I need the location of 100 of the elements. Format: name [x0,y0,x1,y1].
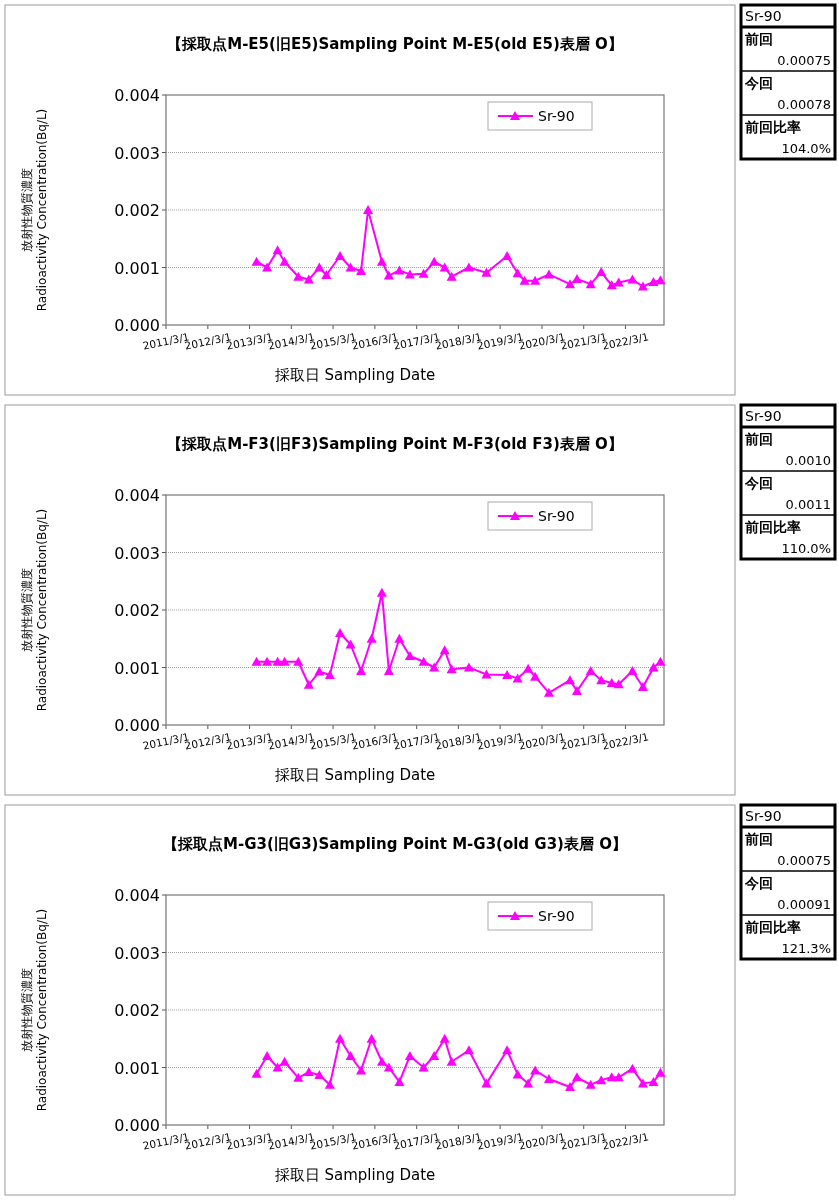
point [376,256,387,266]
point [272,245,283,255]
text: 前回比率 [744,519,801,535]
point [613,679,624,689]
point [655,656,666,666]
text: 前回比率 [744,919,801,935]
point [262,1051,273,1060]
x-axis-title: 採取日 Sampling Date [274,366,436,384]
point [429,256,440,266]
legend-label: Sr-90 [538,108,575,124]
x-axis-title: 採取日 Sampling Date [274,766,436,784]
y-tick-label: 0.004 [114,886,160,905]
point [502,1045,513,1055]
point [404,1051,415,1060]
y-tick-label: 0.002 [114,601,160,620]
point [565,1082,575,1092]
y-tick-label: 0.001 [114,258,160,278]
point [512,1069,523,1079]
point [585,665,596,675]
text: 104.0% [781,141,831,156]
point [543,1074,554,1083]
text: 121.3% [781,941,831,956]
point [648,276,659,286]
point [394,265,405,275]
chart-title: 【採取点M-F3(旧F3)Sampling Point M-F3(old F3)表層 O】 [167,435,623,453]
point [356,265,367,275]
point [293,656,304,666]
point [446,664,457,674]
point [637,281,648,291]
text: 前回比率 [744,119,801,135]
legend-label: Sr-90 [538,508,575,524]
point [314,262,325,272]
point [376,1056,387,1066]
point [376,587,387,597]
point [627,274,638,284]
point [439,1033,450,1043]
point [418,1062,429,1072]
y-tick-label: 0.003 [114,143,160,163]
text: 0.00075 [777,853,831,868]
y-tick-label: 0.000 [114,316,160,335]
point [279,1056,290,1066]
point [335,1033,346,1043]
point [571,1072,582,1082]
point [335,251,346,260]
y-tick-label: 0.003 [114,943,160,963]
point [251,1068,262,1078]
point [446,1056,457,1066]
point [272,1062,283,1072]
point [251,656,262,666]
text: 0.0011 [785,497,831,512]
point [279,256,290,266]
point [303,679,314,689]
point [356,1065,367,1075]
point [293,271,304,281]
y-axis-title: 放射性物質濃度 Radioactivity Concentration(Bq/L) [20,508,49,712]
text: 前回 [744,31,773,47]
point [335,628,346,637]
chart-title: 【採取点M-E5(旧E5)Sampling Point M-E5(old E5)表層 O】 [167,35,623,53]
y-tick-label: 0.000 [114,716,160,735]
point [463,1045,474,1055]
y-axis-title: 放射性物質濃度 Radioactivity Concentration(Bq/L) [20,908,49,1112]
point [366,633,377,643]
point [463,662,474,672]
point [251,256,262,266]
point [439,262,450,272]
point [356,665,367,675]
point [404,269,415,279]
point [418,268,429,278]
point [262,656,273,666]
point [655,1067,666,1077]
x-axis-title: 採取日 Sampling Date [274,1166,436,1184]
point [262,262,273,272]
point [512,268,523,278]
point [429,662,440,672]
legend-label: Sr-90 [538,908,575,924]
text: Sr-90 [745,808,782,824]
point [565,279,575,289]
text: 0.00075 [777,53,831,68]
text: Sr-90 [745,408,782,424]
text: 0.00091 [777,897,831,912]
point [637,682,648,692]
point [530,275,541,285]
point [345,639,356,649]
point [571,686,582,696]
point [596,267,607,277]
y-tick-label: 0.004 [114,86,160,105]
point [446,271,457,281]
point [637,1078,648,1088]
point [293,1072,304,1082]
point [585,279,596,289]
y-tick-label: 0.002 [114,1001,160,1020]
point [418,656,429,666]
point [596,1075,607,1085]
y-axis-title: 放射性物質濃度 Radioactivity Concentration(Bq/L) [20,108,49,312]
text: 今回 [744,75,773,91]
point [345,262,356,272]
point [429,1051,440,1060]
point [627,1063,638,1073]
point [324,1079,335,1089]
y-tick-label: 0.001 [114,1058,160,1078]
